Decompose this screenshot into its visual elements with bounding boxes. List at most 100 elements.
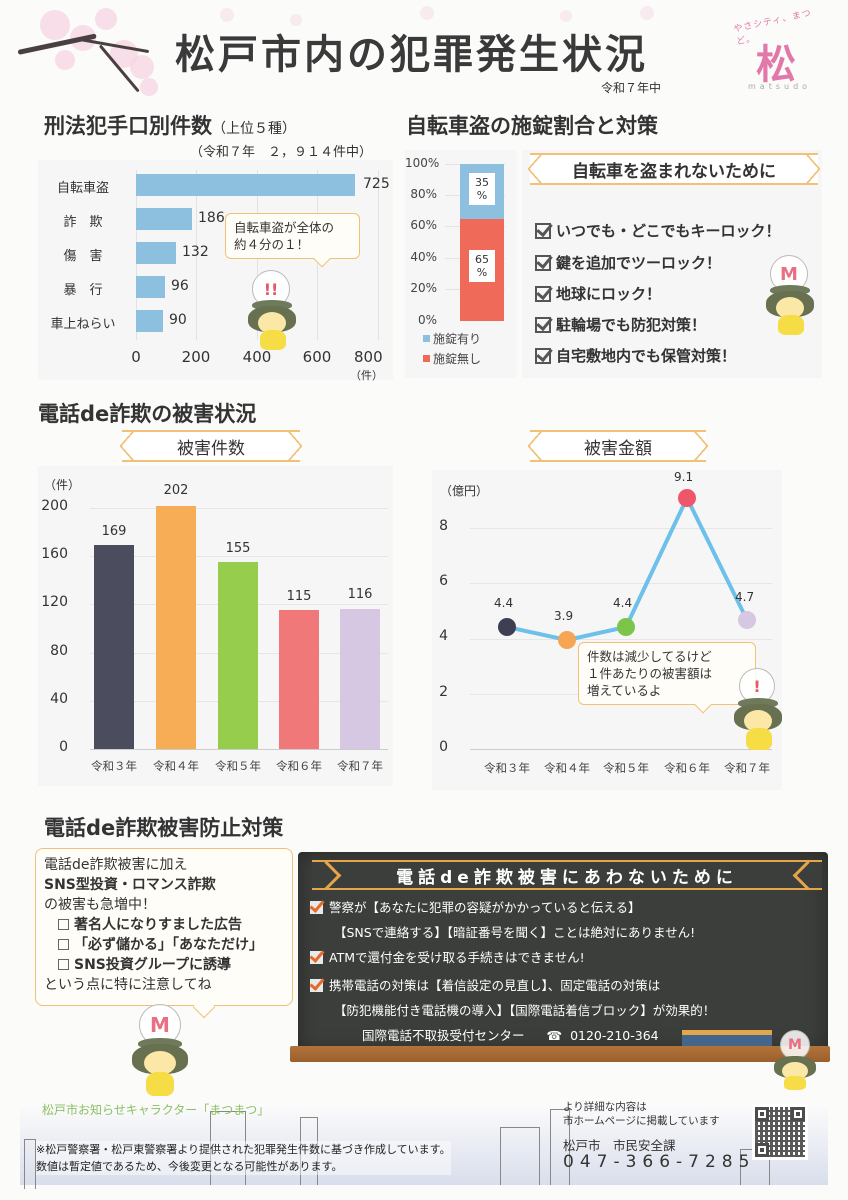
x-label: 令和７年 xyxy=(337,759,383,773)
tip-text: 鍵を追加でツーロック！ xyxy=(556,254,722,272)
tip-item: 地球にロック！ xyxy=(535,283,661,304)
y-tick: 2 xyxy=(439,684,448,700)
ribbon-text: 被害件数 xyxy=(177,438,245,459)
checkbox-icon xyxy=(58,919,69,930)
department-name: 松戸市 市民安全課 xyxy=(563,1138,676,1153)
y-axis-unit: （億円） xyxy=(440,484,489,498)
intl-call-center: 国際電話不取扱受付センター ☎ 0120-210-364 xyxy=(362,1025,659,1044)
x-tick: 600 xyxy=(302,348,332,366)
x-tick: 0 xyxy=(131,348,141,366)
unlocked-percent-label: 65 % xyxy=(469,250,495,282)
y-tick: 80 xyxy=(50,643,68,659)
x-label: 令和３年 xyxy=(484,761,530,775)
tip-item: 駐輪場でも防犯対策！ xyxy=(535,314,706,335)
checkbox-icon xyxy=(310,901,323,914)
y-tick: 0% xyxy=(417,313,437,327)
bar-r4 xyxy=(156,506,196,749)
crime-total-subtitle: （令和７年 ２，９１４件中） xyxy=(190,145,373,160)
footnote-line: ※松戸警察署・松戸東警察署より提供された犯罪発生件数に基づき作成しています。 xyxy=(36,1143,451,1156)
checkbox-icon xyxy=(58,959,69,970)
y-tick: 0 xyxy=(59,739,68,755)
amount-increase-callout: 件数は減少してるけど １件あたりの被害額は 増えているよ xyxy=(578,642,756,714)
page-title: 松戸市内の犯罪発生状況 xyxy=(175,32,648,78)
y-tick: 40 xyxy=(50,691,68,707)
department-phone[interactable]: 047-366-7285 xyxy=(563,1152,756,1172)
y-tick: 200 xyxy=(41,498,68,514)
mascot-matsumatsu: M xyxy=(770,1030,820,1090)
checkbox-icon xyxy=(310,951,323,964)
center-phone-number[interactable]: 0120-210-364 xyxy=(570,1028,659,1043)
lock-ratio-stacked-bar: 100% 80% 60% 40% 20% 0% 35 % 65 % 施錠有り 施… xyxy=(405,150,517,378)
point-value: 4.4 xyxy=(494,596,514,610)
bar-value: 155 xyxy=(225,541,251,556)
chalk-text: ATMで還付金を受け取る手続きはできません! xyxy=(329,950,585,965)
check-text: SNS投資グループに誘導 xyxy=(74,957,232,973)
callout-line: 自転車盗が全体の xyxy=(234,220,335,235)
checkbox-icon xyxy=(535,285,551,302)
bar-value: 169 xyxy=(101,524,127,539)
warning-line: の被害も急増中！ xyxy=(44,897,156,913)
chalk-text: 警察が【あなたに犯罪の容疑がかかっていると伝える】 xyxy=(329,900,641,915)
bar-value: 186 xyxy=(198,210,225,226)
x-label: 令和６年 xyxy=(664,761,710,775)
checkbox-icon xyxy=(535,347,551,364)
sns-fraud-warning-box: 電話de詐欺被害に加え SNS型投資・ロマンス詐欺 の被害も急増中！ 著名人にな… xyxy=(35,848,293,1019)
qr-code[interactable] xyxy=(752,1104,808,1160)
category-label: 傷 害 xyxy=(63,249,103,264)
x-label: 令和４年 xyxy=(544,761,590,775)
x-tick: 200 xyxy=(181,348,211,366)
logo-roman: matsudo xyxy=(748,82,812,91)
warning-line: SNS型投資・ロマンス詐欺 xyxy=(44,877,216,893)
bar-r6 xyxy=(279,610,319,749)
period-label: 令和７年中 xyxy=(601,81,662,95)
chalk-item-police: 警察が【あなたに犯罪の容疑がかかっていると伝える】 xyxy=(310,897,641,916)
footnote-line: 数値は暫定値であるため、今後変更となる可能性があります。 xyxy=(36,1160,343,1173)
matsudo-city-logo: やさシティ、まつど。 松 matsudo xyxy=(728,8,828,94)
callout-line: 増えているよ xyxy=(587,683,662,698)
x-label: 令和４年 xyxy=(153,759,199,773)
amount-line-series xyxy=(498,489,756,649)
checkbox-icon xyxy=(310,979,323,992)
bar-value: 90 xyxy=(169,312,187,328)
chalk-item-police-cont: 【SNSで連絡する】【暗証番号を聞く】ことは絶対にありません! xyxy=(334,925,696,940)
bar-violence xyxy=(136,276,165,298)
page-header: 松戸市内の犯罪発生状況 令和７年中 やさシティ、まつど。 松 matsudo xyxy=(0,0,848,105)
mascot-caption: 松戸市お知らせキャラクター「まつまつ」 xyxy=(42,1103,270,1117)
damage-count-bar-chart: （件） 200 160 120 80 40 0 169 202 155 115 … xyxy=(38,466,393,786)
mascot-matsumatsu: !! xyxy=(244,270,300,350)
checkbox-icon xyxy=(535,254,551,271)
bar-value: 115 xyxy=(286,589,312,604)
check-text: 「必ず儲かる」「あなただけ」 xyxy=(74,937,263,953)
more-info-note: より詳細な内容は 市ホームページに掲載しています xyxy=(563,1100,720,1128)
crime-types-heading: 刑法犯手口別件数（上位５種） xyxy=(38,110,308,144)
warning-check-item: 「必ず儲かる」「あなただけ」 xyxy=(44,935,284,955)
prevention-heading: 電話de詐欺被害防止対策 xyxy=(37,812,296,846)
warning-check-item: 著名人になりすました広告 xyxy=(44,915,284,935)
chalkboard-eraser xyxy=(682,1030,772,1046)
y-tick: 160 xyxy=(41,546,68,562)
bar-assault-injury xyxy=(136,242,176,264)
x-label: 令和７年 xyxy=(724,761,770,775)
chalk-text: 携帯電話の対策は【着信設定の見直し】、固定電話の対策は xyxy=(329,978,661,993)
x-label: 令和３年 xyxy=(91,759,137,773)
tip-item: 鍵を追加でツーロック！ xyxy=(535,252,721,273)
bicycle-lock-heading: 自転車盗の施錠割合と対策 xyxy=(400,110,670,144)
y-tick: 40% xyxy=(410,250,437,264)
chalkboard-title: 電話de詐欺被害にあわないために xyxy=(396,867,738,888)
y-tick: 80% xyxy=(410,187,437,201)
y-tick: 20% xyxy=(410,281,437,295)
bar-fraud xyxy=(136,208,192,230)
y-tick: 0 xyxy=(439,739,448,755)
amount-ribbon: 被害金額 xyxy=(528,430,708,462)
y-tick: 100% xyxy=(405,156,440,170)
tip-item: いつでも・どこでもキーロック！ xyxy=(535,220,781,241)
y-tick: 6 xyxy=(439,573,448,589)
y-tick: 120 xyxy=(41,594,68,610)
warning-line: 電話de詐欺被害に加え xyxy=(44,857,188,873)
tip-text: 地球にロック！ xyxy=(556,285,662,303)
bar-r5 xyxy=(218,562,258,749)
count-ribbon: 被害件数 xyxy=(120,430,302,462)
more-info-line: より詳細な内容は xyxy=(563,1101,647,1113)
mascot-matsumatsu: M xyxy=(128,1004,192,1096)
warning-line: という点に特に注意してね xyxy=(44,977,212,993)
